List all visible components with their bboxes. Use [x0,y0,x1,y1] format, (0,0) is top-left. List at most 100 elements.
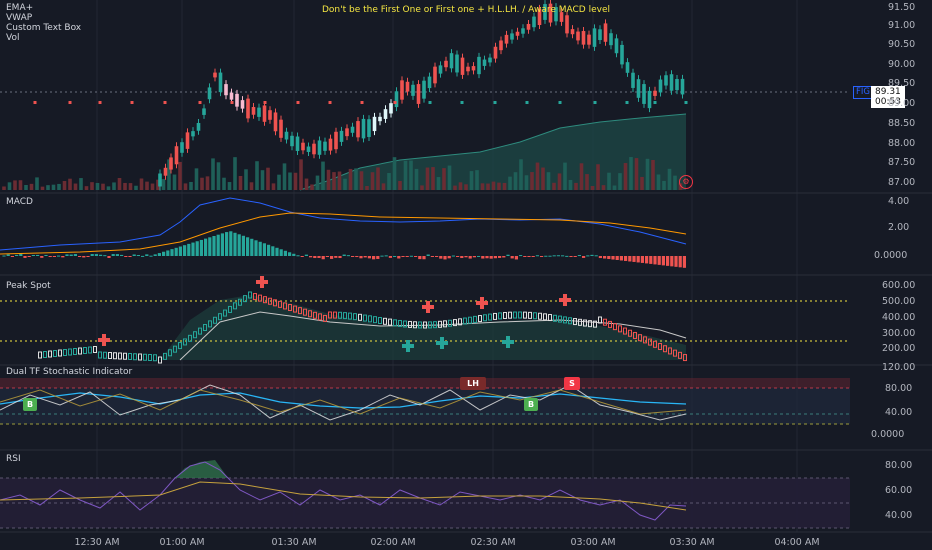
volume-bar [101,183,105,190]
candle-body [559,12,564,22]
macd-hist-bar [372,256,376,260]
macd-hist-bar [241,235,245,256]
peak-bar [253,293,257,301]
volume-bar [106,186,111,190]
macd-hist-bar [61,256,65,258]
volume-bar [453,185,457,190]
peak-bar [323,314,327,322]
volume-bar [513,172,518,190]
volume-bar [156,179,160,190]
ema-area [300,114,686,190]
sell-marker[interactable]: S [564,377,580,390]
stoch-d-line [0,389,687,415]
volume-bar [310,184,314,190]
pane-macd-label[interactable]: MACD [6,197,33,207]
volume-bar [343,178,347,190]
lower-high-marker[interactable]: LH [460,377,486,390]
peak-bar [578,318,582,326]
volume-bar [145,181,149,190]
volume-bar [178,161,182,190]
candle-body [675,79,679,91]
price-axis-tick: 88.00 [888,138,916,149]
peak-bar [563,316,567,324]
volume-bar [2,186,6,190]
macd-hist-bar [556,255,560,257]
macd-hist-bar [204,238,208,256]
peak-bar [73,348,77,355]
indicator-textbox-label[interactable]: Custom Text Box [6,23,82,33]
peak-bar [453,319,457,327]
macd-hist-bar [250,238,254,256]
indicator-ema-label[interactable]: EMA+ [6,3,34,13]
volume-bar [524,175,529,190]
candle-body [460,57,465,75]
signal-line [0,212,687,255]
signal-dot [525,101,529,104]
peak-bar [263,296,267,304]
peak-axis-tick: 120.00 [882,362,916,373]
time-axis-tick: 01:30 AM [271,537,317,548]
volume-bar [266,167,270,190]
pane-stoch-label[interactable]: Dual TF Stochastic Indicator [6,367,133,377]
volume-bar [161,179,166,190]
candle-body [444,60,448,68]
macd-hist-bar [27,256,31,257]
peak-bar [363,314,367,322]
volume-bar [519,159,523,190]
peak-bar [598,316,602,324]
peak-bar [498,312,502,320]
candle-body [493,46,498,59]
pane-peak-label[interactable]: Peak Spot [6,281,51,291]
buy-marker[interactable]: B [524,398,538,411]
candle-body [405,81,410,92]
candle-body [191,131,195,137]
peak-bar [58,349,62,357]
macd-hist-bar [607,256,611,260]
macd-hist-bar [367,256,371,259]
volume-bar [332,172,336,190]
macd-hist-bar [477,255,481,257]
volume-bar [282,163,287,190]
macd-hist-bar [393,255,397,257]
macd-hist-bar [443,256,447,260]
peak-bar [213,316,217,324]
macd-hist-bar [149,255,153,257]
macd-hist-bar [174,247,178,256]
volume-bar [370,172,375,190]
peak-bar [653,340,657,348]
peak-bar [398,319,402,327]
candle-body [279,119,283,138]
peak-bar [423,321,427,329]
peak-bar [428,321,432,329]
macd-hist-bar [586,255,590,257]
last-price: 89.31 [875,87,901,97]
candle-body [350,126,355,133]
peak-bar [108,352,112,359]
peak-bar [458,318,462,326]
peak-bar [103,351,107,359]
buy-marker[interactable]: B [23,398,37,411]
macd-hist-bar [73,254,77,256]
pane-rsi-label[interactable]: RSI [6,454,21,464]
macd-hist-bar [653,256,657,265]
candle-body [620,44,624,65]
macd-hist-bar [645,256,649,264]
candle-body [158,173,162,187]
macd-hist-bar [468,256,472,259]
indicator-vwap-label[interactable]: VWAP [6,13,33,23]
candle-body [592,28,597,47]
indicator-vol-label[interactable]: Vol [6,33,20,43]
volume-bar [552,182,556,190]
volume-bar [18,180,23,190]
volume-bar [117,177,122,190]
gear-icon[interactable]: ⚙ [679,175,693,189]
candle-body [680,78,685,95]
peak-bar [618,325,622,333]
peak-bar [473,315,477,323]
candle-body [554,7,558,22]
macd-hist-bar [666,256,670,266]
volume-bar [557,173,562,190]
volume-bar [425,167,430,190]
volume-bar [277,174,281,190]
